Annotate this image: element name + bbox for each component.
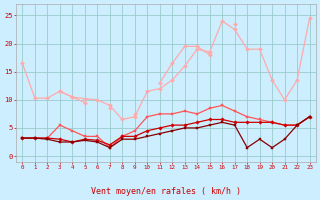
X-axis label: Vent moyen/en rafales ( km/h ): Vent moyen/en rafales ( km/h ) — [91, 187, 241, 196]
